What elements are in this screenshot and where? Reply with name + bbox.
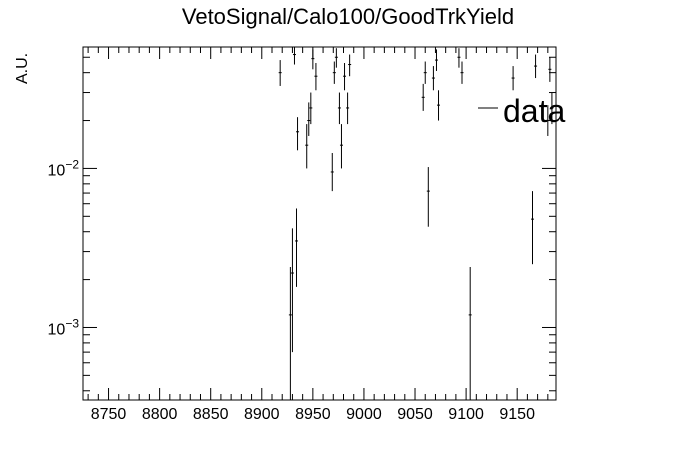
x-tick-label: 8750 bbox=[91, 406, 127, 423]
plot-frame bbox=[82, 46, 557, 401]
x-tick-label: 9150 bbox=[499, 406, 535, 423]
legend-label: data bbox=[503, 93, 565, 129]
data-series bbox=[278, 47, 554, 400]
y-tick-label: 10−2 bbox=[48, 157, 80, 179]
x-tick-label: 9100 bbox=[448, 406, 484, 423]
x-tick-label: 8850 bbox=[193, 406, 229, 423]
axes: 8750 8800 8850 8900 8950 9000 9050 9100 9150 10−2… bbox=[48, 46, 557, 423]
legend: data bbox=[478, 93, 565, 129]
x-tick-label: 8800 bbox=[142, 406, 178, 423]
data-marks bbox=[278, 47, 554, 400]
y-tick-label: 10−3 bbox=[48, 316, 80, 338]
x-tick-label: 9050 bbox=[397, 406, 433, 423]
chart-title: VetoSignal/Calo100/GoodTrkYield bbox=[181, 4, 515, 29]
x-tick-label: 9000 bbox=[346, 406, 382, 423]
x-tick-label: 8950 bbox=[295, 406, 331, 423]
x-tick-label: 8900 bbox=[244, 406, 280, 423]
